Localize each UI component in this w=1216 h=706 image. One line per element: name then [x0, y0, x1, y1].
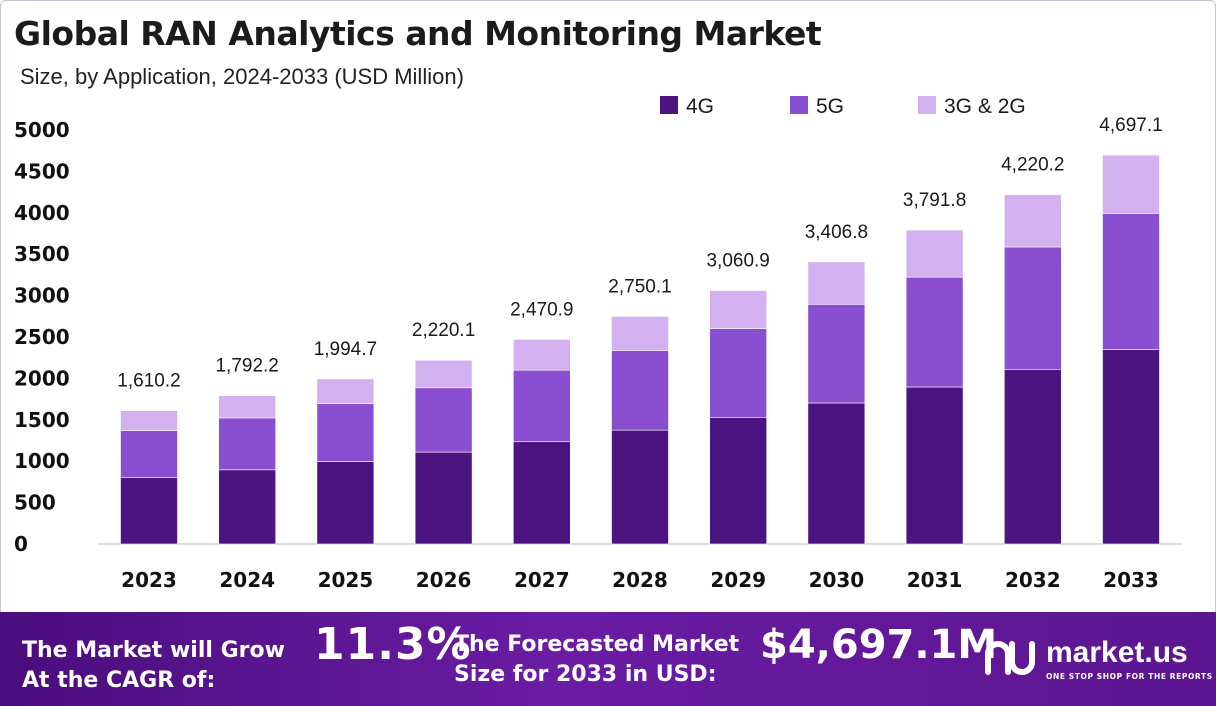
- bar-segment-5g: [1003, 246, 1062, 370]
- bar-total-label: 3,060.9: [706, 251, 769, 272]
- x-tick-label: 2027: [514, 568, 570, 592]
- x-tick-label: 2029: [710, 568, 766, 592]
- bar-segment-4g: [1003, 368, 1062, 545]
- bar-segment-5g: [611, 350, 669, 431]
- x-tick-label: 2031: [907, 568, 963, 592]
- market-us-logo-icon: [985, 641, 1035, 675]
- y-tick-label: 4000: [14, 201, 70, 225]
- legend-label: 4G: [686, 95, 714, 118]
- y-tick-label: 2500: [14, 325, 70, 349]
- y-tick-label: 5000: [14, 118, 70, 142]
- x-tick-label: 2028: [612, 568, 668, 592]
- bar-total-label: 3,406.8: [805, 222, 868, 243]
- y-tick-label: 1500: [14, 408, 70, 432]
- bar-segment-4g: [905, 386, 964, 545]
- chart-subtitle: Size, by Application, 2024-2033 (USD Mil…: [20, 64, 464, 89]
- bar-segment-5g: [218, 417, 276, 471]
- legend-label: 3G & 2G: [944, 95, 1026, 118]
- bar-segment-5g: [905, 276, 964, 388]
- y-tick-label: 500: [14, 491, 56, 515]
- bar-segment-3g2g: [218, 395, 276, 419]
- bar-segment-4g: [218, 469, 276, 545]
- y-tick-label: 3500: [14, 242, 70, 266]
- bar-segment-5g: [807, 303, 866, 404]
- forecast-label: The Forecasted Market Size for 2033 in U…: [454, 632, 740, 687]
- legend-label: 5G: [816, 95, 844, 118]
- y-tick-label: 1000: [14, 449, 70, 473]
- bar-segment-3g2g: [414, 359, 473, 389]
- bar-segment-4g: [414, 451, 473, 545]
- bar-segment-3g2g: [120, 410, 178, 431]
- bar-segment-5g: [414, 387, 473, 453]
- bar-segment-4g: [120, 477, 178, 545]
- bar-segment-3g2g: [1003, 194, 1062, 248]
- bar-total-label: 1,610.2: [117, 371, 180, 392]
- bar-segment-3g2g: [512, 339, 571, 371]
- bar-segment-5g: [120, 430, 178, 478]
- bar-total-label: 4,697.1: [1099, 115, 1162, 136]
- bar-segment-5g: [1102, 213, 1160, 350]
- bar-total-label: 4,220.2: [1001, 155, 1064, 176]
- bar-segment-3g2g: [709, 290, 768, 329]
- legend-swatch: [918, 96, 936, 114]
- bar-total-label: 1,994.7: [314, 339, 377, 360]
- x-tick-label: 2033: [1103, 568, 1159, 592]
- bar-segment-3g2g: [1102, 154, 1160, 214]
- footer-banner: The Market will Grow At the CAGR of: 11.…: [0, 612, 1216, 706]
- brand-tagline: ONE STOP SHOP FOR THE REPORTS: [1046, 672, 1213, 681]
- bar-segment-4g: [611, 429, 669, 545]
- bar-segment-4g: [807, 402, 866, 545]
- bar-segment-3g2g: [807, 261, 866, 305]
- y-tick-label: 3000: [14, 284, 70, 308]
- y-tick-label: 0: [14, 532, 28, 556]
- x-tick-label: 2026: [416, 568, 472, 592]
- bar-segment-5g: [709, 328, 768, 418]
- cagr-label: The Market will Grow At the CAGR of:: [22, 638, 285, 693]
- bar-total-label: 2,750.1: [608, 276, 671, 297]
- bar-segment-4g: [316, 461, 375, 545]
- bar-segment-3g2g: [316, 378, 375, 404]
- legend-swatch: [790, 96, 808, 114]
- bar-segment-5g: [512, 369, 571, 443]
- legend-swatch: [660, 96, 678, 114]
- y-tick-label: 4500: [14, 159, 70, 183]
- brand-name: market.us: [1046, 636, 1188, 669]
- bar-segment-3g2g: [611, 315, 669, 351]
- forecast-value: $4,697.1M: [760, 622, 998, 668]
- x-tick-label: 2024: [219, 568, 275, 592]
- bar-total-label: 1,792.2: [215, 356, 278, 377]
- bar-total-label: 3,791.8: [903, 190, 966, 211]
- bar-total-label: 2,470.9: [510, 299, 573, 320]
- bar-segment-5g: [316, 403, 375, 462]
- bar-segment-4g: [1102, 349, 1160, 545]
- x-tick-label: 2023: [121, 568, 177, 592]
- y-tick-label: 2000: [14, 366, 70, 390]
- x-tick-label: 2030: [809, 568, 865, 592]
- x-tick-label: 2025: [318, 568, 374, 592]
- stacked-bar-chart: 0 500 1000 1500 2000 2500 3000 3500 4000 4500 5000…: [14, 95, 1182, 592]
- bar-total-label: 2,220.1: [412, 320, 475, 341]
- bar-segment-4g: [709, 417, 768, 545]
- cagr-value: 11.3%: [314, 619, 472, 670]
- market-us-logo[interactable]: market.us ONE STOP SHOP FOR THE REPORTS: [984, 634, 1214, 694]
- chart-title: Global RAN Analytics and Monitoring Mark…: [14, 14, 822, 53]
- bar-segment-4g: [512, 441, 571, 545]
- bar-segment-3g2g: [905, 229, 964, 278]
- x-tick-label: 2032: [1005, 568, 1061, 592]
